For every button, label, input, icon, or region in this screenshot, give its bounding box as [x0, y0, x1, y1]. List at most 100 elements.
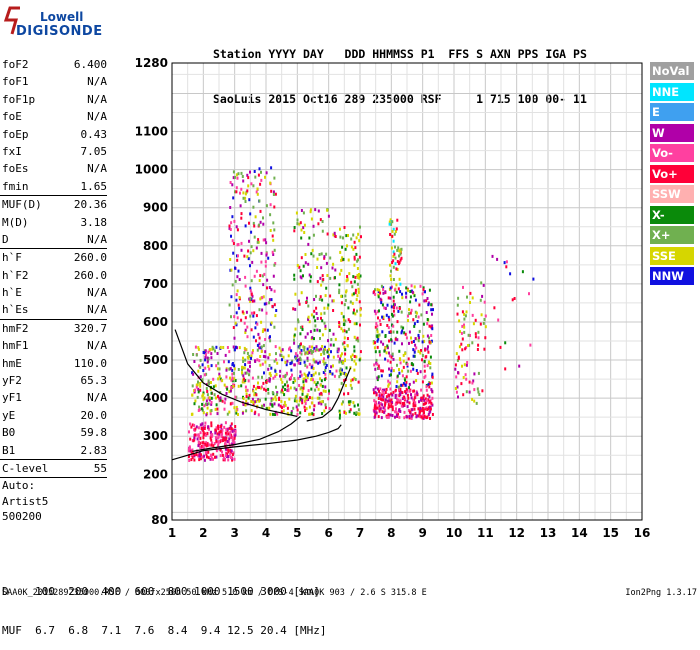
echo-point [295, 356, 297, 360]
echo-point [245, 348, 248, 352]
echo-point [383, 349, 386, 353]
echo-point [481, 294, 484, 298]
echo-point [383, 306, 386, 310]
echo-point [463, 323, 465, 327]
echo-point [204, 402, 207, 406]
echo-point [232, 385, 235, 388]
echo-point [241, 310, 244, 314]
echo-point [458, 345, 461, 349]
echo-point [261, 296, 264, 300]
echo-point [359, 308, 362, 312]
echo-point [208, 398, 211, 402]
echo-point [345, 372, 347, 376]
echo-point [412, 367, 415, 371]
echo-point [214, 431, 217, 435]
echo-point [215, 455, 218, 459]
echo-point [356, 273, 359, 277]
echo-point [219, 396, 222, 400]
echo-point [190, 458, 193, 462]
param-row-foe: foE N/A [0, 108, 110, 125]
echo-point [461, 364, 463, 368]
echo-point [316, 381, 319, 385]
echo-point [484, 325, 487, 329]
echo-point [410, 284, 413, 288]
echo-point [427, 350, 430, 354]
echo-point [392, 390, 395, 394]
echo-point [348, 410, 351, 414]
echo-point [270, 298, 273, 302]
echo-point [231, 429, 234, 433]
param-row-m-d-: M(D) 3.18 [0, 214, 110, 231]
echo-point [343, 322, 346, 326]
echo-point [377, 407, 380, 411]
echo-point [253, 393, 256, 397]
echo-point [390, 366, 393, 370]
echo-point [228, 443, 231, 447]
echo-point [399, 388, 402, 391]
echo-point [234, 321, 237, 325]
echo-point [480, 281, 483, 285]
echo-point [347, 258, 350, 262]
param-row-hmf1: hmF1 N/A [0, 337, 110, 354]
echo-point [397, 398, 400, 402]
echo-point [215, 449, 218, 453]
echo-point [316, 257, 319, 261]
echo-point [388, 354, 391, 358]
echo-point [418, 303, 421, 307]
echo-point [457, 395, 459, 399]
echo-point [374, 403, 376, 407]
echo-point [320, 252, 323, 256]
echo-point [244, 316, 247, 320]
y-tick-label: 200 [143, 467, 168, 481]
echo-point [263, 272, 266, 276]
echo-point [405, 291, 408, 295]
echo-point [430, 303, 433, 307]
echo-point [342, 257, 345, 261]
param-label: M(D) [2, 215, 29, 229]
echo-point [210, 438, 213, 442]
echo-point [391, 414, 394, 417]
echo-point [259, 182, 262, 186]
echo-point [392, 299, 395, 303]
echo-point [375, 393, 378, 397]
echo-point [322, 371, 325, 374]
echo-point [474, 332, 477, 336]
version-label: Ion2Png 1.3.17 [625, 588, 697, 598]
echo-point [357, 290, 360, 294]
echo-point [400, 331, 403, 335]
echo-point [426, 347, 429, 351]
echo-point [237, 303, 240, 307]
echo-point [197, 434, 200, 438]
echo-point [308, 273, 311, 277]
echo-point [384, 307, 387, 310]
echo-point [400, 383, 403, 387]
echo-point [332, 299, 335, 303]
echo-point [243, 366, 246, 370]
echo-point [454, 387, 457, 390]
echo-point [292, 307, 295, 311]
echo-point [332, 343, 335, 347]
echo-point [240, 171, 243, 175]
echo-point [429, 362, 432, 365]
param-value: 260.0 [73, 268, 107, 282]
echo-point [197, 347, 200, 351]
x-tick-label: 2 [199, 526, 207, 540]
echo-point [331, 299, 334, 303]
echo-point [358, 255, 361, 259]
echo-point [390, 338, 393, 342]
echo-point [202, 436, 205, 440]
echo-point [428, 360, 430, 364]
echo-point [308, 349, 311, 353]
echo-point [424, 397, 427, 401]
echo-point [241, 371, 243, 375]
echo-point [196, 383, 199, 387]
echo-point [299, 374, 302, 378]
echo-point [264, 397, 267, 401]
echo-point [252, 205, 255, 209]
echo-point [228, 226, 231, 230]
echo-point [422, 394, 425, 398]
echo-point [427, 398, 430, 402]
legend-item-w: W [650, 123, 694, 142]
echo-point [315, 348, 318, 352]
echo-point [210, 381, 212, 384]
